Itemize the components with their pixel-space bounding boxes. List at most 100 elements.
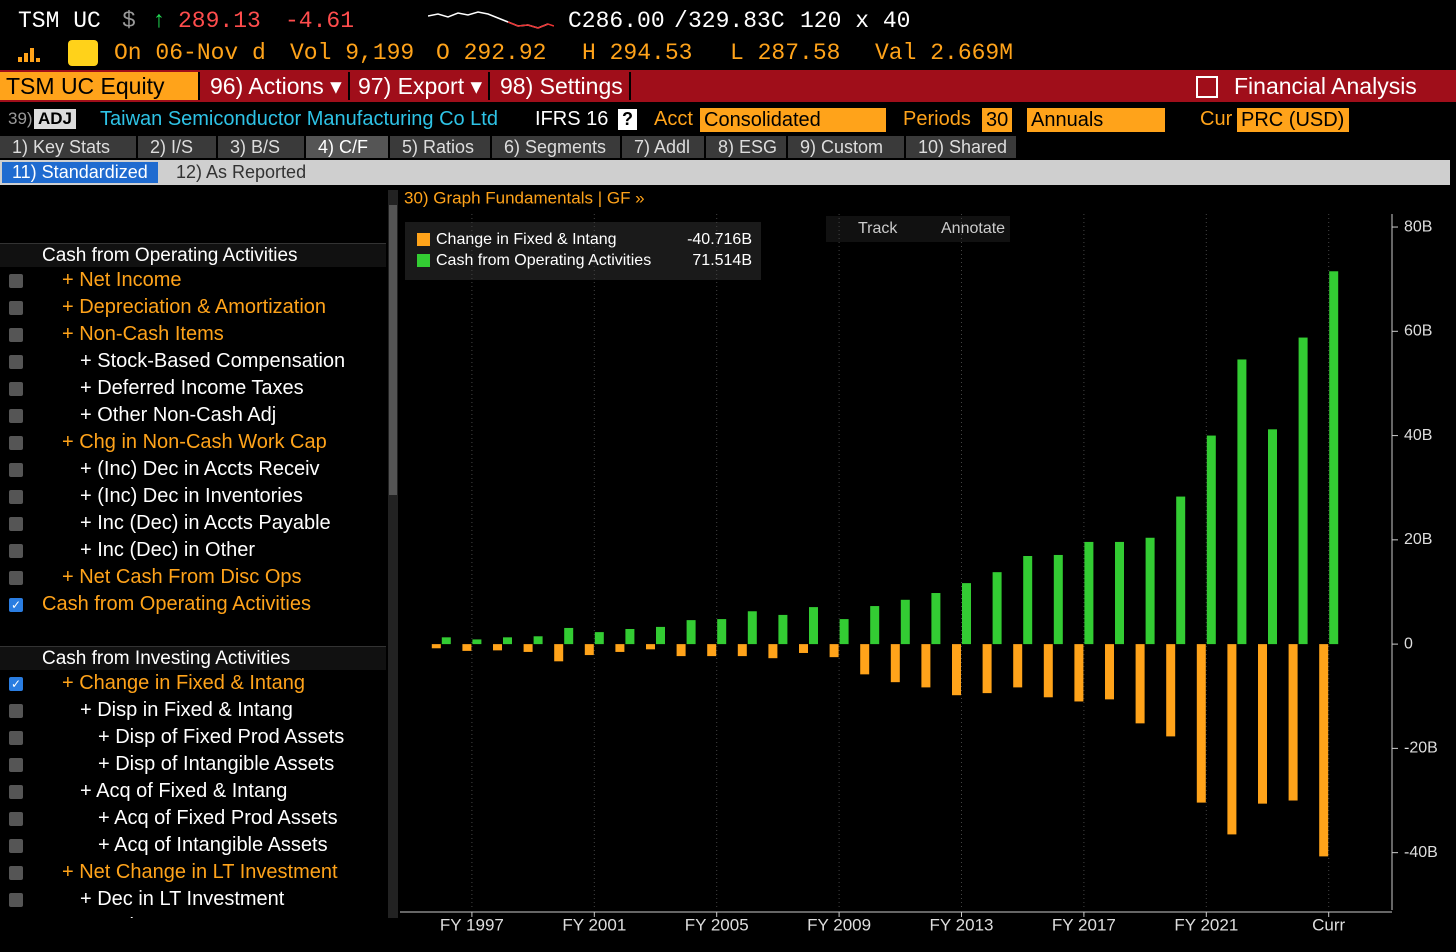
tab[interactable]: 2) I/S [138, 136, 216, 158]
tab[interactable]: 4) C/F [306, 136, 388, 158]
checkbox[interactable] [9, 785, 23, 799]
sparkline [428, 11, 554, 29]
bar [962, 583, 971, 645]
line-item[interactable]: + Net Income [0, 267, 386, 294]
tab[interactable]: 5) Ratios [390, 136, 490, 158]
item-label: + Net Cash From Disc Ops [62, 566, 302, 588]
checkbox[interactable] [9, 731, 23, 745]
checkbox[interactable] [9, 490, 23, 504]
item-label: + Acq of Fixed & Intang [80, 780, 288, 802]
line-item[interactable]: + Net Cash From Disc Ops [0, 564, 386, 591]
acct[interactable]: Consolidated [700, 108, 886, 132]
line-item[interactable]: + Acq of Fixed Prod Assets [0, 805, 386, 832]
tab[interactable]: 8) ESG [706, 136, 786, 158]
security[interactable]: TSM UC Equity [0, 72, 200, 100]
x-tick-label: Curr [1312, 915, 1345, 934]
section-title: Cash from Investing Activities [0, 646, 386, 670]
x-tick-label: FY 2005 [685, 915, 749, 934]
graph-title[interactable]: 30) Graph Fundamentals | GF » [404, 188, 645, 207]
subtab[interactable]: 12) As Reported [176, 162, 307, 182]
item-label: + Non-Cash Items [62, 323, 224, 345]
tab[interactable]: 7) Addl [622, 136, 704, 158]
checkbox[interactable] [9, 893, 23, 907]
y-tick-label: 80B [1404, 218, 1432, 235]
checkbox[interactable] [9, 274, 23, 288]
checkbox[interactable] [9, 382, 23, 396]
checkbox[interactable] [9, 517, 23, 531]
menu-title[interactable]: Financial Analysis [1234, 73, 1417, 99]
bar [564, 627, 574, 645]
checkbox[interactable] [9, 544, 23, 558]
checkbox[interactable] [9, 571, 23, 585]
checkbox[interactable] [9, 812, 23, 826]
checkbox[interactable] [9, 463, 23, 477]
bar [1043, 644, 1053, 698]
periods[interactable]: 30 [982, 108, 1013, 132]
legend-swatch [417, 254, 430, 267]
line-item[interactable]: + Other Non-Cash Adj [0, 402, 386, 429]
line-item[interactable]: + Acq of Fixed & Intang [0, 778, 386, 805]
line-item[interactable]: + Deferred Income Taxes [0, 375, 386, 402]
change: -4.61 [285, 8, 355, 34]
checkbox[interactable] [9, 758, 23, 772]
line-item[interactable]: + Inc in LT Investment [0, 913, 386, 918]
bar [809, 607, 818, 645]
line-item[interactable]: + Non-Cash Items [0, 321, 386, 348]
tool[interactable]: Track [858, 220, 898, 237]
menu-item[interactable]: 96) Actions ▾ [204, 72, 350, 100]
subtab[interactable]: 11) Standardized [2, 162, 158, 183]
line-item[interactable]: + Disp in Fixed & Intang [0, 697, 386, 724]
menu-item[interactable]: 97) Export ▾ [352, 72, 491, 100]
line-item[interactable]: + Depreciation & Amortization [0, 294, 386, 321]
line-item[interactable]: + Disp of Fixed Prod Assets [0, 724, 386, 751]
checkbox[interactable] [9, 355, 23, 369]
line-item[interactable]: + (Inc) Dec in Accts Receiv [0, 456, 386, 483]
value: Val 2.669M [875, 40, 1014, 66]
help[interactable]: ? [618, 109, 637, 130]
checkbox[interactable] [9, 436, 23, 450]
frequency[interactable]: Annuals [1027, 108, 1165, 132]
checkbox[interactable] [9, 409, 23, 423]
line-item[interactable]: + Acq of Intangible Assets [0, 832, 386, 859]
checkbox[interactable]: ✓ [9, 677, 23, 691]
line-item[interactable]: + Dec in LT Investment [0, 886, 386, 913]
line-item[interactable]: + Disp of Intangible Assets [0, 751, 386, 778]
line-item[interactable]: + Stock-Based Compensation [0, 348, 386, 375]
scroll-thumb[interactable] [389, 205, 397, 495]
adj[interactable]: ADJ [34, 109, 77, 129]
menu-item[interactable]: 98) Settings [494, 72, 631, 100]
bar [1176, 496, 1186, 645]
checkbox[interactable] [9, 866, 23, 880]
launch-icon[interactable] [1196, 76, 1218, 98]
gauge-icon[interactable] [68, 40, 98, 66]
line-item[interactable]: ✓ + Change in Fixed & Intang [0, 670, 386, 697]
bar [1237, 359, 1247, 645]
tab[interactable]: 9) Custom [788, 136, 904, 158]
checkbox[interactable] [9, 301, 23, 315]
line-item[interactable]: + Inc (Dec) in Other [0, 537, 386, 564]
item-label: + Net Change in LT Investment [62, 861, 338, 883]
bar [1268, 429, 1277, 645]
line-item[interactable]: ✓ Cash from Operating Activities [0, 591, 386, 618]
scrollbar[interactable] [388, 190, 398, 918]
bar [503, 637, 512, 645]
bar [829, 644, 839, 658]
line-item[interactable]: + Net Change in LT Investment [0, 859, 386, 886]
tab[interactable]: 3) B/S [218, 136, 304, 158]
tab[interactable]: 1) Key Stats [0, 136, 136, 158]
tab[interactable]: 6) Segments [492, 136, 620, 158]
tool[interactable]: Annotate [941, 220, 1005, 237]
checkbox[interactable] [9, 839, 23, 853]
bar [799, 644, 808, 653]
line-item[interactable]: + Chg in Non-Cash Work Cap [0, 429, 386, 456]
tab[interactable]: 10) Shared [906, 136, 1016, 158]
num: 39) [8, 109, 33, 128]
x-tick-label: FY 2013 [930, 915, 994, 934]
item-label: + Disp in Fixed & Intang [80, 699, 293, 721]
line-item[interactable]: + Inc (Dec) in Accts Payable [0, 510, 386, 537]
checkbox[interactable] [9, 704, 23, 718]
line-item[interactable]: + (Inc) Dec in Inventories [0, 483, 386, 510]
checkbox[interactable]: ✓ [9, 598, 23, 612]
cur[interactable]: PRC (USD) [1237, 108, 1349, 132]
checkbox[interactable] [9, 328, 23, 342]
